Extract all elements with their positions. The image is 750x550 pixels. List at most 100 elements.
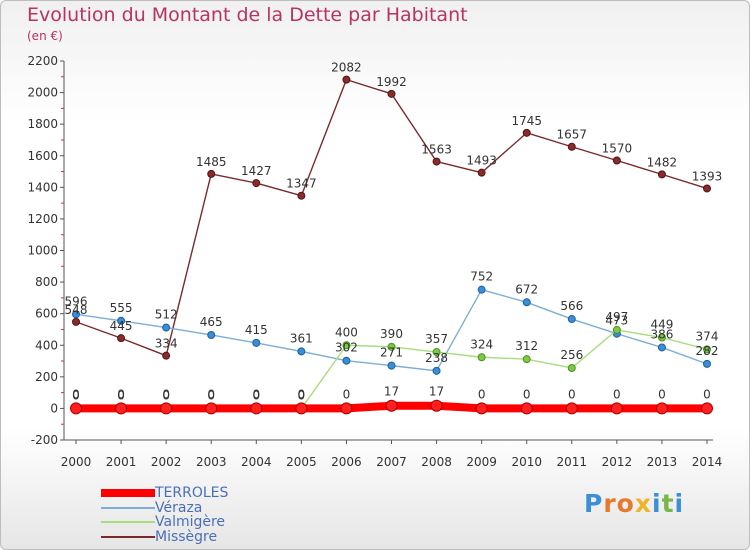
data-point-valmigere	[522, 355, 531, 364]
logo-letter: o	[616, 489, 635, 518]
data-point-missegre	[657, 170, 666, 179]
x-tick-label: 2002	[151, 455, 182, 469]
logo-letter: i	[652, 489, 662, 518]
data-label-veraza: 361	[290, 331, 313, 345]
data-point-missegre	[72, 317, 80, 326]
data-label-missegre: 1485	[196, 155, 227, 169]
data-label-terroles: 0	[523, 387, 531, 401]
data-point-terroles	[610, 402, 623, 415]
data-point-veraza	[72, 310, 80, 319]
data-point-missegre	[522, 128, 531, 137]
x-tick-label: 2008	[421, 455, 452, 469]
data-label-missegre: 1427	[241, 164, 272, 178]
data-point-veraza	[117, 316, 126, 325]
x-tick-label: 2012	[602, 455, 633, 469]
data-point-veraza	[477, 285, 486, 294]
data-label-terroles: 0	[658, 387, 666, 401]
data-label-valmigere: 0	[298, 388, 306, 402]
x-tick-label: 2001	[106, 455, 137, 469]
y-tick-label: 1600	[27, 149, 58, 163]
data-point-missegre	[117, 334, 126, 343]
data-point-missegre	[207, 169, 216, 178]
data-label-veraza: 465	[200, 315, 223, 329]
data-label-terroles: 0	[478, 387, 486, 401]
x-tick-label: 2007	[376, 455, 407, 469]
data-label-veraza: 473	[605, 314, 628, 328]
data-point-terroles	[430, 399, 443, 412]
y-tick-label: 1400	[27, 180, 58, 194]
data-point-terroles	[475, 402, 488, 415]
data-point-terroles	[205, 402, 218, 415]
y-tick-label: 1800	[27, 117, 58, 131]
data-point-veraza	[342, 356, 351, 365]
legend-item: TERROLES	[101, 486, 228, 501]
data-label-veraza: 555	[110, 301, 133, 315]
data-label-missegre: 1992	[376, 75, 407, 89]
data-label-missegre: 1563	[421, 143, 452, 157]
x-tick-label: 2011	[557, 455, 588, 469]
data-point-valmigere	[342, 341, 351, 350]
proxiti-logo: Proxiti	[584, 489, 684, 518]
data-label-missegre: 548	[65, 303, 88, 317]
data-label-missegre: 1745	[511, 114, 542, 128]
data-label-valmigere: 0	[72, 388, 80, 402]
legend-label: Missègre	[155, 528, 218, 545]
data-label-terroles: 0	[703, 387, 711, 401]
data-point-veraza	[703, 359, 711, 368]
data-point-valmigere	[477, 353, 486, 362]
y-tick-label: 0	[50, 401, 58, 415]
data-point-valmigere	[657, 333, 666, 342]
data-point-veraza	[567, 315, 576, 324]
data-label-valmigere: 324	[470, 337, 493, 351]
data-label-terroles: 0	[568, 387, 576, 401]
data-label-missegre: 1482	[647, 155, 678, 169]
chart-legend: TERROLES Véraza Valmigère Missègre	[101, 486, 228, 544]
data-label-veraza: 302	[335, 341, 358, 355]
legend-item: Missègre	[101, 530, 228, 545]
legend-label: Valmigère	[155, 514, 226, 531]
legend-swatch	[101, 521, 155, 524]
legend-label: TERROLES	[155, 485, 229, 502]
data-label-missegre: 445	[110, 319, 133, 333]
data-label-valmigere: 0	[252, 388, 260, 402]
legend-label: Véraza	[155, 499, 203, 516]
data-point-valmigere	[387, 342, 396, 351]
legend-swatch	[101, 489, 155, 498]
data-label-valmigere: 374	[696, 329, 719, 343]
x-tick-label: 2003	[196, 455, 227, 469]
x-tick-label: 2010	[511, 455, 542, 469]
data-point-missegre	[477, 168, 486, 177]
data-label-terroles: 0	[162, 387, 170, 401]
logo-letter: P	[584, 489, 604, 518]
data-label-missegre: 1347	[286, 177, 317, 191]
data-point-veraza	[252, 338, 261, 347]
data-label-valmigere: 449	[650, 318, 673, 332]
data-point-veraza	[297, 347, 306, 356]
data-label-valmigere: 0	[207, 388, 215, 402]
data-point-terroles	[115, 402, 128, 415]
data-point-terroles	[385, 399, 398, 412]
logo-letter: r	[603, 489, 617, 518]
data-label-terroles: 0	[343, 387, 351, 401]
data-point-valmigere	[612, 325, 621, 334]
data-point-valmigere	[703, 345, 711, 354]
legend-item: Valmigère	[101, 515, 228, 530]
data-label-terroles: 0	[613, 387, 621, 401]
data-label-missegre: 2082	[331, 61, 362, 75]
x-tick-label: 2013	[647, 455, 678, 469]
y-tick-label: 2200	[27, 54, 58, 68]
data-point-terroles	[565, 402, 578, 415]
y-tick-label: 1000	[27, 244, 58, 258]
logo-letter: t	[661, 489, 675, 518]
x-tick-label: 2006	[331, 455, 362, 469]
y-tick-label: 2000	[27, 86, 58, 100]
data-point-missegre	[342, 75, 351, 84]
x-tick-label: 2000	[61, 455, 92, 469]
data-label-valmigere: 256	[560, 348, 583, 362]
data-label-missegre: 1657	[557, 128, 588, 142]
data-label-terroles: 0	[252, 387, 260, 401]
data-point-missegre	[567, 142, 576, 151]
data-label-valmigere: 390	[380, 327, 403, 341]
data-point-veraza	[162, 323, 171, 332]
data-label-veraza: 238	[425, 351, 448, 365]
